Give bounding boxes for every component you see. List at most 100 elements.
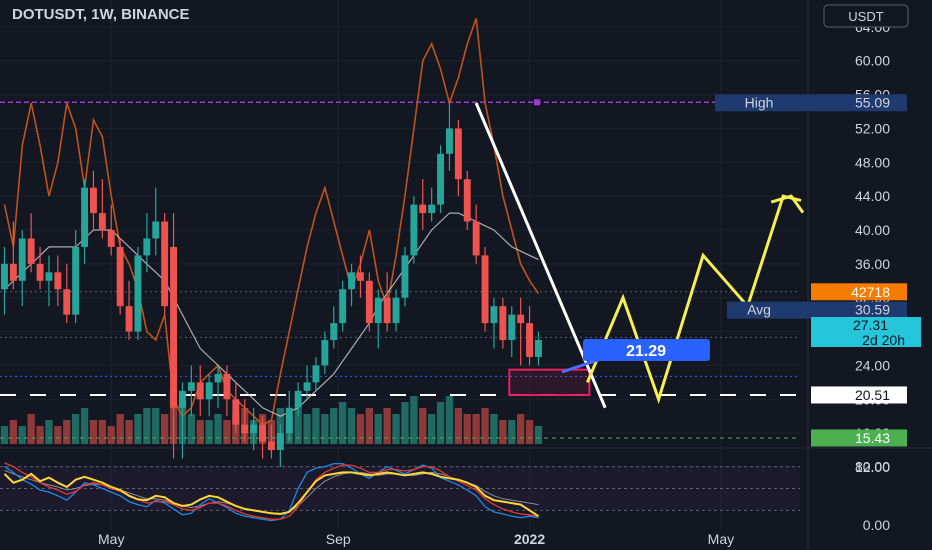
volume-bar <box>107 426 115 444</box>
volume-bar <box>161 414 169 444</box>
candle-body <box>18 238 26 281</box>
currency-button[interactable]: USDT <box>823 4 909 28</box>
candle-body <box>312 365 320 383</box>
drawings[interactable]: 21.29 <box>474 102 805 409</box>
high-tag-label: High <box>745 94 774 110</box>
volume-bar <box>330 408 338 444</box>
volume-bar <box>98 420 106 444</box>
candle-body <box>134 255 142 332</box>
price-tick: 44.00 <box>855 188 890 204</box>
volume-bar <box>383 408 391 444</box>
volume-bar <box>80 408 89 444</box>
volume-bar <box>89 420 98 444</box>
candle-body <box>454 128 462 180</box>
candle-body <box>1 263 8 290</box>
candle-body <box>365 280 373 324</box>
volume-bar <box>196 420 204 444</box>
price-tick: 12.00 <box>855 459 890 475</box>
volume-bar <box>392 414 400 444</box>
candle-body <box>187 382 195 391</box>
green-level-tag-value: 15.43 <box>855 430 890 446</box>
volume-bar <box>508 420 516 444</box>
candle-body <box>205 382 213 400</box>
volume-bar <box>445 396 454 444</box>
candle-body <box>428 204 436 214</box>
candle-body <box>250 424 258 434</box>
high-tag-box <box>715 94 907 112</box>
candle-body <box>481 255 489 324</box>
avg-tag-box <box>727 301 907 319</box>
volume-bar <box>63 420 71 444</box>
volume-bar <box>365 408 373 444</box>
candle-body <box>241 424 249 434</box>
orange-level-tag-box <box>811 283 907 301</box>
candle-body <box>446 128 453 154</box>
volume-bar <box>143 408 151 444</box>
volume-bar <box>517 414 525 444</box>
time-tick: May <box>98 531 124 547</box>
high-level-handle <box>534 99 540 106</box>
candle-body <box>54 272 62 290</box>
candle-body <box>170 246 177 408</box>
candle-body <box>357 272 364 281</box>
oscillator-red-line <box>4 462 539 520</box>
candle-body <box>107 230 115 247</box>
candle-body <box>125 306 133 332</box>
volume-bar <box>27 414 35 444</box>
candle-body <box>259 424 266 442</box>
volume-bar <box>374 414 382 444</box>
candle-body <box>392 297 400 324</box>
support-zone <box>508 368 591 397</box>
currency-label: USDT <box>848 9 883 24</box>
volume-bar <box>72 414 80 444</box>
volume-bar <box>472 414 480 444</box>
candle-body <box>268 441 275 451</box>
price-tick: 60.00 <box>855 53 890 69</box>
candle-body <box>526 323 533 357</box>
oscillator-lines <box>3 462 540 522</box>
volume-bar <box>356 414 365 444</box>
candle-body <box>348 272 355 290</box>
candle-body <box>303 382 311 391</box>
projection-path <box>586 194 802 405</box>
candle-body <box>161 221 169 307</box>
candles <box>1 103 542 467</box>
candle-body <box>143 238 151 256</box>
candle-body <box>339 289 347 324</box>
volume-bar <box>294 408 302 444</box>
price-tick: 24.00 <box>855 357 890 373</box>
candle-body <box>116 246 124 307</box>
horizontal-levels <box>0 99 800 439</box>
time-tick: May <box>708 531 734 547</box>
candle-body <box>63 289 71 315</box>
price-tick: 52.00 <box>855 120 890 136</box>
projection-arrowhead <box>770 194 805 214</box>
volume-bar <box>223 420 231 444</box>
volume-bar <box>481 408 489 444</box>
candle-body <box>490 306 498 324</box>
volume-bar <box>499 420 507 444</box>
volume-bar <box>214 414 222 444</box>
volume-bar <box>428 414 436 444</box>
candle-body <box>374 297 382 324</box>
volume-bar <box>436 402 445 444</box>
time-axis[interactable]: May Sep 2022 May <box>98 531 734 547</box>
avg-tag-label: Avg <box>747 302 771 318</box>
candle-body <box>276 433 284 451</box>
volume-bar <box>152 408 160 444</box>
volume-bar <box>312 408 320 444</box>
candle-body <box>472 221 480 256</box>
candle-body <box>517 314 525 324</box>
oscillator-bands <box>0 466 800 511</box>
last-price-value: 27.31 <box>853 317 888 333</box>
volume-bar <box>116 414 124 444</box>
candle-body <box>152 221 160 239</box>
countdown-value: 2d 20h <box>862 332 905 348</box>
volume-bar <box>0 426 9 444</box>
candle-body <box>90 187 97 214</box>
volume-bar <box>347 408 356 444</box>
volume-bar <box>490 414 498 444</box>
